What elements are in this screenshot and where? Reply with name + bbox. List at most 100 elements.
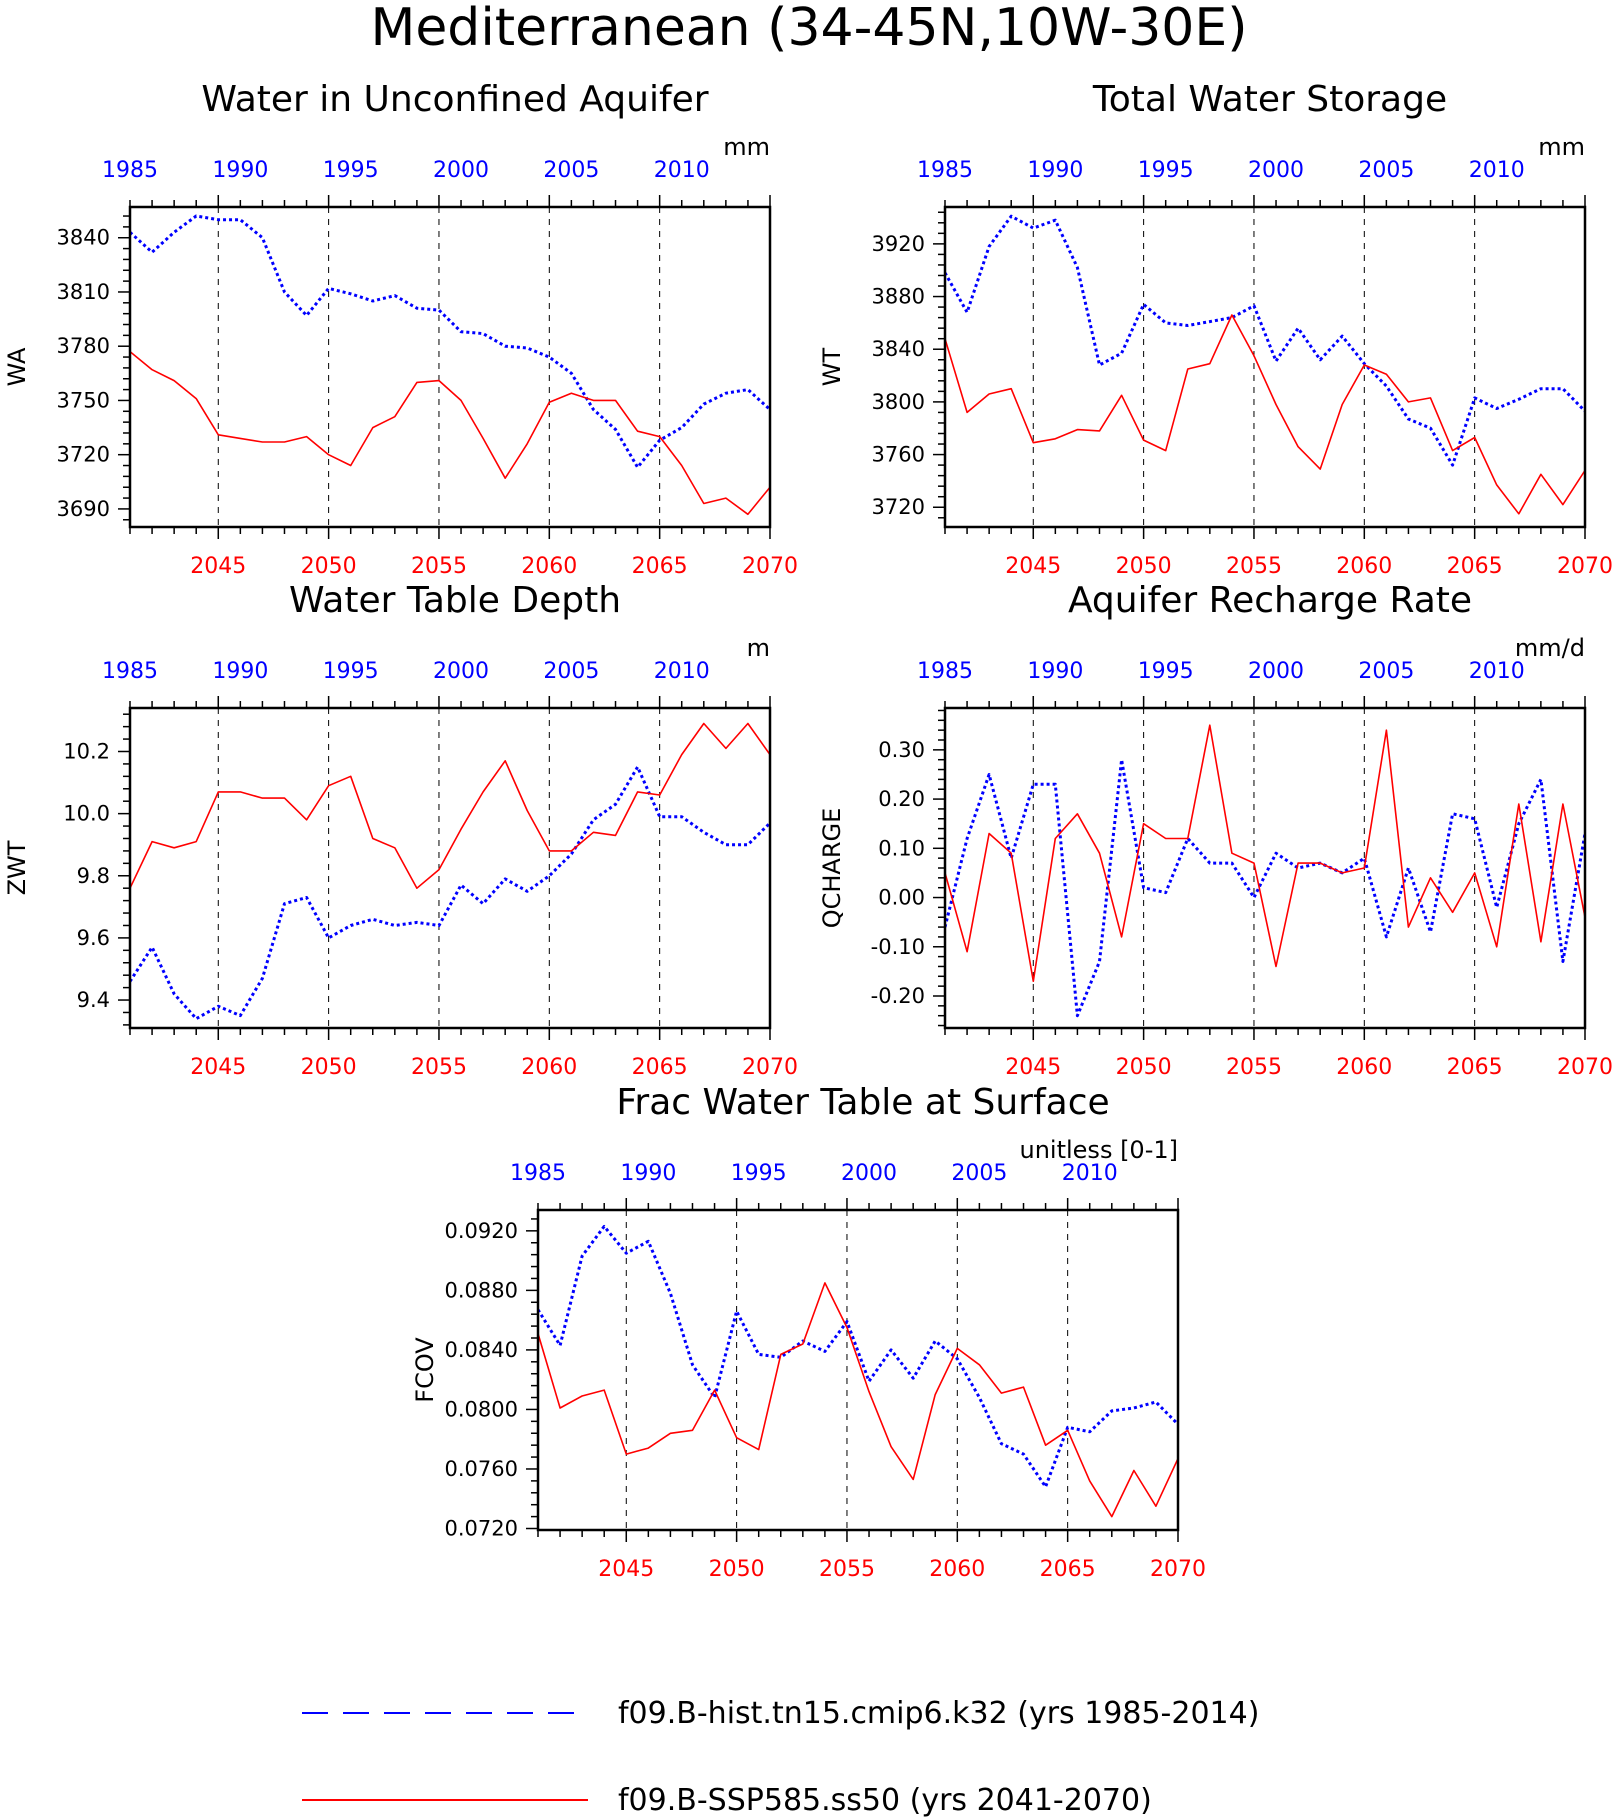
- units-label: m: [747, 634, 770, 662]
- chart-panel-3: Water Table Depth m ZWT 2045 2050 2055 2060 206…: [3, 580, 798, 1080]
- x-tick-label-bottom: 2055: [411, 554, 467, 579]
- x-tick-label-top: 1995: [323, 659, 379, 684]
- y-tick-label: 3690: [57, 497, 110, 521]
- x-tick-label-bottom: 2050: [301, 554, 357, 579]
- y-axis-label: WA: [3, 347, 31, 386]
- chart-panels: Water in Unconfined Aquifer mm WA 2045 2050 2…: [3, 79, 1613, 1582]
- y-tick-label: -0.10: [871, 935, 925, 959]
- y-tick-label: 9.8: [77, 864, 110, 888]
- units-label: mm/d: [1515, 634, 1585, 662]
- y-tick-label: 3840: [57, 226, 110, 250]
- chart-panel-4: Aquifer Recharge Rate mm/d QCHARGE 2045 2050…: [818, 580, 1613, 1080]
- x-tick-label-top: 1985: [917, 659, 973, 684]
- y-tick-label: 9.6: [77, 926, 110, 950]
- y-tick-label: 0.30: [878, 738, 925, 762]
- x-tick-label-top: 1990: [620, 1161, 676, 1186]
- x-tick-label-bottom: 2050: [301, 1055, 357, 1080]
- x-tick-label-top: 1995: [1138, 659, 1194, 684]
- y-tick-label: -0.20: [871, 984, 925, 1008]
- y-tick-label: 0.0800: [445, 1397, 518, 1421]
- x-tick-label-bottom: 2065: [632, 554, 688, 579]
- series-line-hist: [130, 214, 770, 469]
- chart-panel-5: Frac Water Table at Surface unitless [0-1…: [411, 1082, 1206, 1582]
- x-tick-label-top: 2000: [1248, 659, 1304, 684]
- x-tick-label-top: 2010: [654, 659, 710, 684]
- series-line-hist: [945, 758, 1585, 1018]
- x-tick-label-bottom: 2055: [819, 1557, 875, 1582]
- figure-title: Mediterranean (34-45N,10W-30E): [370, 0, 1247, 58]
- series-line-hist: [130, 765, 770, 1021]
- x-tick-label-bottom: 2055: [411, 1055, 467, 1080]
- x-tick-label-bottom: 2060: [521, 1055, 577, 1080]
- plot-frame: [128, 706, 772, 1030]
- y-tick-label: 3810: [57, 280, 110, 304]
- units-label: mm: [723, 133, 770, 161]
- y-tick-label: 0.0840: [445, 1338, 518, 1362]
- units-label: mm: [1538, 133, 1585, 161]
- y-tick-label: 3780: [57, 334, 110, 358]
- x-tick-label-top: 1995: [323, 158, 379, 183]
- x-tick-label-top: 1990: [212, 659, 268, 684]
- x-tick-label-bottom: 2045: [1005, 1055, 1061, 1080]
- y-tick-label: 3720: [57, 443, 110, 467]
- x-tick-label-top: 2005: [951, 1161, 1007, 1186]
- y-tick-label: 0.0880: [445, 1278, 518, 1302]
- x-tick-label-top: 2000: [841, 1161, 897, 1186]
- x-tick-label-top: 2000: [1248, 158, 1304, 183]
- x-tick-label-bottom: 2060: [521, 554, 577, 579]
- legend-label-ssp585: f09.B-SSP585.ss50 (yrs 2041-2070): [618, 1783, 1152, 1817]
- panel-title: Frac Water Table at Surface: [616, 1082, 1109, 1123]
- y-tick-label: 0.0720: [445, 1517, 518, 1541]
- x-tick-label-top: 2000: [433, 659, 489, 684]
- series-line-hist: [538, 1224, 1178, 1489]
- series-line-ssp585: [130, 350, 770, 516]
- x-tick-label-bottom: 2065: [1447, 1055, 1503, 1080]
- x-tick-label-bottom: 2060: [929, 1557, 985, 1582]
- y-axis-label: ZWT: [3, 840, 31, 895]
- legend-label-hist: f09.B-hist.tn15.cmip6.k32 (yrs 1985-2014…: [618, 1696, 1259, 1731]
- x-tick-label-bottom: 2070: [1150, 1557, 1206, 1582]
- x-tick-label-bottom: 2065: [1447, 554, 1503, 579]
- x-tick-label-top: 2005: [543, 659, 599, 684]
- plot-frame: [943, 205, 1587, 529]
- x-tick-label-top: 1990: [212, 158, 268, 183]
- x-tick-label-top: 1985: [510, 1161, 566, 1186]
- plot-frame: [943, 706, 1587, 1030]
- units-label: unitless [0-1]: [1020, 1136, 1179, 1164]
- x-tick-label-top: 2010: [1469, 158, 1525, 183]
- plot-frame: [536, 1208, 1180, 1532]
- x-tick-label-top: 2005: [1358, 659, 1414, 684]
- series-line-ssp585: [130, 722, 770, 890]
- x-tick-label-top: 1990: [1027, 659, 1083, 684]
- y-tick-label: 0.0920: [445, 1219, 518, 1243]
- y-tick-label: 0.00: [878, 886, 925, 910]
- y-axis-label: QCHARGE: [818, 808, 846, 929]
- y-tick-label: 3760: [872, 443, 925, 467]
- y-tick-label: 9.4: [77, 988, 110, 1012]
- series-line-ssp585: [945, 724, 1585, 983]
- x-tick-label-top: 1995: [1138, 158, 1194, 183]
- y-tick-label: 10.0: [63, 802, 110, 826]
- chart-panel-1: Water in Unconfined Aquifer mm WA 2045 2050 2…: [3, 79, 798, 579]
- y-tick-label: 3920: [872, 232, 925, 256]
- series-line-ssp585: [538, 1282, 1178, 1518]
- x-tick-label-top: 2000: [433, 158, 489, 183]
- x-tick-label-top: 2010: [1062, 1161, 1118, 1186]
- x-tick-label-top: 2010: [654, 158, 710, 183]
- x-tick-label-bottom: 2070: [742, 554, 798, 579]
- x-tick-label-bottom: 2070: [1557, 554, 1613, 579]
- x-tick-label-top: 2010: [1469, 659, 1525, 684]
- plot-frame: [128, 205, 772, 529]
- y-tick-label: 0.10: [878, 836, 925, 860]
- x-tick-label-bottom: 2070: [742, 1055, 798, 1080]
- x-tick-label-bottom: 2045: [1005, 554, 1061, 579]
- x-tick-label-top: 1985: [917, 158, 973, 183]
- y-tick-label: 3840: [872, 337, 925, 361]
- x-tick-label-top: 1990: [1027, 158, 1083, 183]
- panel-title: Aquifer Recharge Rate: [1068, 580, 1472, 621]
- x-tick-label-bottom: 2055: [1226, 1055, 1282, 1080]
- y-tick-label: 0.20: [878, 787, 925, 811]
- x-tick-label-bottom: 2050: [709, 1557, 765, 1582]
- x-tick-label-bottom: 2060: [1336, 554, 1392, 579]
- y-tick-label: 3880: [872, 285, 925, 309]
